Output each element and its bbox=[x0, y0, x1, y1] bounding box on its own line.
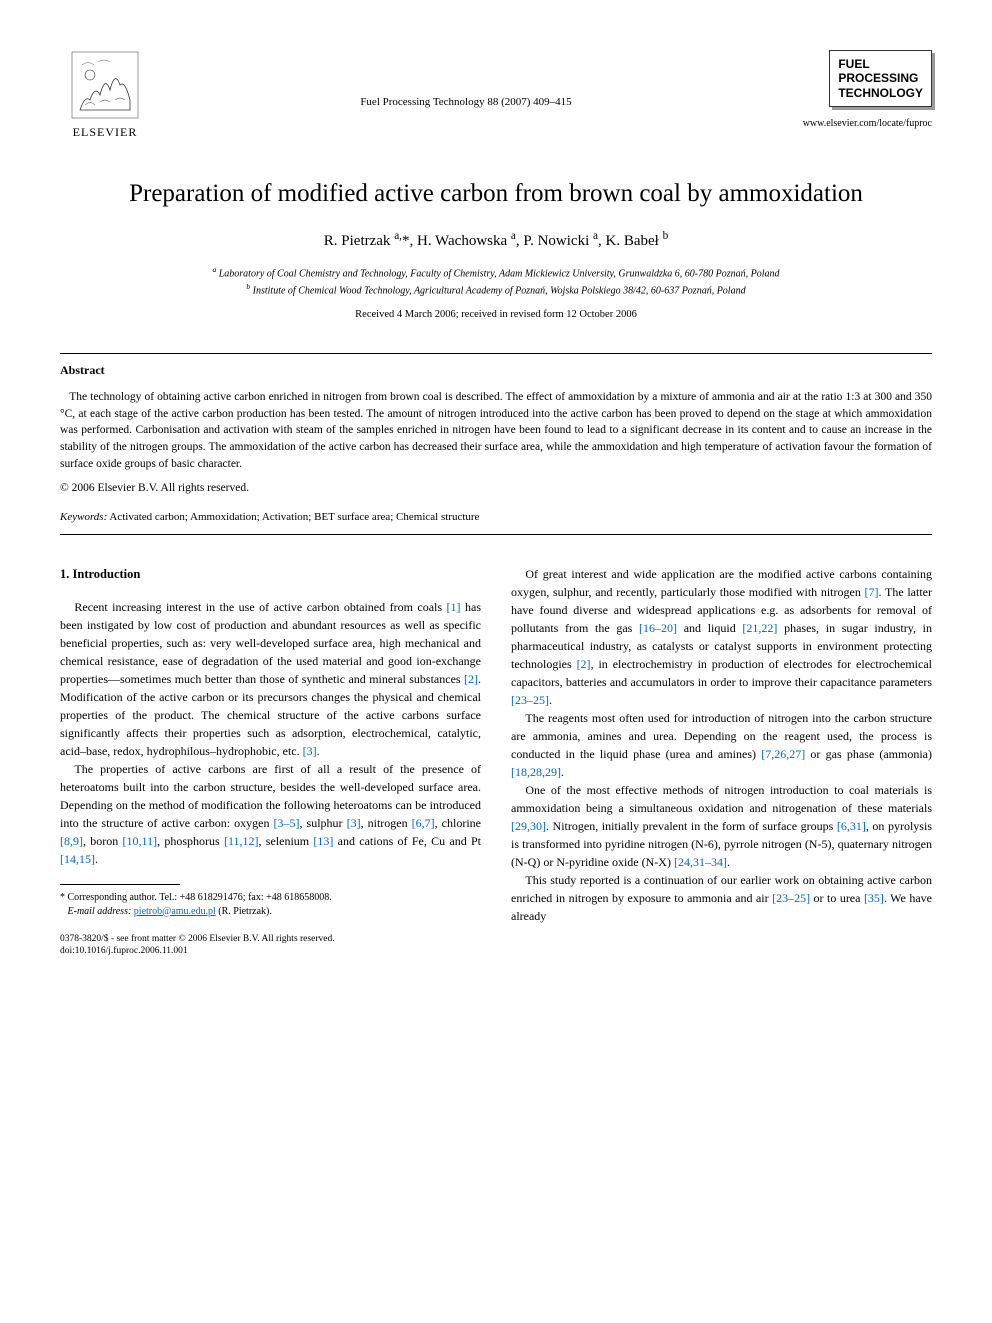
footer-doi: doi:10.1016/j.fuproc.2006.11.001 bbox=[60, 945, 481, 957]
publisher-block: ELSEVIER bbox=[60, 50, 150, 141]
publisher-name: ELSEVIER bbox=[73, 124, 138, 141]
body-columns: 1. Introduction Recent increasing intere… bbox=[60, 565, 932, 957]
affiliation-a: a Laboratory of Coal Chemistry and Techn… bbox=[60, 264, 932, 281]
col2-para-4: This study reported is a continuation of… bbox=[511, 871, 932, 925]
ref-link[interactable]: [6,31] bbox=[837, 819, 866, 833]
ref-link[interactable]: [7] bbox=[865, 585, 879, 599]
intro-para-1: Recent increasing interest in the use of… bbox=[60, 598, 481, 760]
ref-link[interactable]: [3–5] bbox=[274, 816, 300, 830]
footnote-email-line: E-mail address: pietrob@amu.edu.pl (R. P… bbox=[60, 905, 481, 919]
col2-para-3: One of the most effective methods of nit… bbox=[511, 781, 932, 871]
ref-link[interactable]: [13] bbox=[313, 834, 333, 848]
ref-link[interactable]: [29,30] bbox=[511, 819, 546, 833]
ref-link[interactable]: [3] bbox=[347, 816, 361, 830]
ref-link[interactable]: [6,7] bbox=[412, 816, 435, 830]
article-dates: Received 4 March 2006; received in revis… bbox=[60, 308, 932, 323]
divider-bottom bbox=[60, 534, 932, 535]
divider-top bbox=[60, 353, 932, 354]
header-row: ELSEVIER Fuel Processing Technology 88 (… bbox=[60, 50, 932, 141]
abstract-copyright: © 2006 Elsevier B.V. All rights reserved… bbox=[60, 480, 932, 496]
ref-link[interactable]: [35] bbox=[864, 891, 884, 905]
keywords-label: Keywords: bbox=[60, 511, 107, 523]
ref-link[interactable]: [10,11] bbox=[123, 834, 158, 848]
journal-reference: Fuel Processing Technology 88 (2007) 409… bbox=[150, 50, 782, 110]
elsevier-logo bbox=[70, 50, 140, 120]
keywords-text: Activated carbon; Ammoxidation; Activati… bbox=[109, 511, 479, 523]
ref-link[interactable]: [8,9] bbox=[60, 834, 83, 848]
footnote-separator bbox=[60, 884, 180, 885]
column-left: 1. Introduction Recent increasing intere… bbox=[60, 565, 481, 957]
intro-para-2: The properties of active carbons are fir… bbox=[60, 760, 481, 868]
ref-link[interactable]: [11,12] bbox=[224, 834, 259, 848]
col2-para-2: The reagents most often used for introdu… bbox=[511, 709, 932, 781]
ref-link[interactable]: [2] bbox=[577, 657, 591, 671]
section-1-heading: 1. Introduction bbox=[60, 565, 481, 584]
ref-link[interactable]: [23–25] bbox=[511, 693, 549, 707]
journal-block: FUEL PROCESSING TECHNOLOGY www.elsevier.… bbox=[782, 50, 932, 131]
journal-url: www.elsevier.com/locate/fuproc bbox=[782, 117, 932, 131]
article-title: Preparation of modified active carbon fr… bbox=[60, 176, 932, 211]
col2-para-1: Of great interest and wide application a… bbox=[511, 565, 932, 709]
email-link[interactable]: pietrob@amu.edu.pl bbox=[134, 906, 216, 917]
footnote-contact: * Corresponding author. Tel.: +48 618291… bbox=[60, 891, 481, 905]
keywords: Keywords: Activated carbon; Ammoxidation… bbox=[60, 510, 932, 525]
journal-box-line2: PROCESSING bbox=[838, 71, 923, 85]
ref-link[interactable]: [21,22] bbox=[742, 621, 777, 635]
ref-link[interactable]: [16–20] bbox=[639, 621, 677, 635]
journal-box-line3: TECHNOLOGY bbox=[838, 86, 923, 100]
journal-title-box: FUEL PROCESSING TECHNOLOGY bbox=[829, 50, 932, 107]
ref-link[interactable]: [2] bbox=[464, 672, 478, 686]
ref-link[interactable]: [24,31–34] bbox=[674, 855, 727, 869]
footer-meta: 0378-3820/$ - see front matter © 2006 El… bbox=[60, 933, 481, 958]
ref-link[interactable]: [3] bbox=[303, 744, 317, 758]
ref-link[interactable]: [14,15] bbox=[60, 852, 95, 866]
column-right: Of great interest and wide application a… bbox=[511, 565, 932, 957]
ref-link[interactable]: [23–25] bbox=[772, 891, 810, 905]
journal-box-line1: FUEL bbox=[838, 57, 923, 71]
authors: R. Pietrzak a,*, H. Wachowska a, P. Nowi… bbox=[60, 229, 932, 252]
abstract-text: The technology of obtaining active carbo… bbox=[60, 389, 932, 472]
ref-link[interactable]: [1] bbox=[447, 600, 461, 614]
ref-link[interactable]: [18,28,29] bbox=[511, 765, 561, 779]
corresponding-author-footnote: * Corresponding author. Tel.: +48 618291… bbox=[60, 891, 481, 919]
affiliation-b: b Institute of Chemical Wood Technology,… bbox=[60, 281, 932, 298]
abstract-heading: Abstract bbox=[60, 362, 932, 379]
footer-front-matter: 0378-3820/$ - see front matter © 2006 El… bbox=[60, 933, 481, 945]
affiliations: a Laboratory of Coal Chemistry and Techn… bbox=[60, 264, 932, 299]
ref-link[interactable]: [7,26,27] bbox=[761, 747, 805, 761]
